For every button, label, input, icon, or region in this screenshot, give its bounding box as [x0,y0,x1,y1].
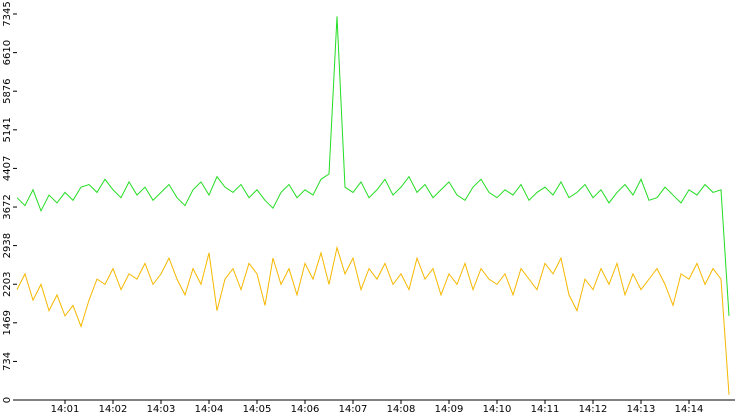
x-tick-label: 14:13 [627,404,656,415]
y-tick-label: 734 [2,352,13,371]
y-tick-label: 4407 [2,156,13,181]
y-tick-label: 7345 [2,1,13,26]
x-tick-label: 14:14 [675,404,704,415]
y-tick-label: 5876 [2,78,13,103]
x-tick-label: 14:02 [99,404,128,415]
x-tick-label: 14:04 [195,404,224,415]
x-tick-label: 14:05 [243,404,272,415]
y-tick-label: 5141 [2,117,13,142]
y-tick-label: 2938 [2,233,13,258]
x-tick-label: 14:03 [147,404,176,415]
x-tick-label: 14:06 [291,404,320,415]
y-tick-label: 2203 [2,271,13,296]
x-tick-label: 14:08 [387,404,416,415]
y-tick-label: 1469 [2,310,13,335]
x-tick-label: 14:11 [531,404,560,415]
y-tick-label: 3672 [2,194,13,219]
x-tick-label: 14:09 [435,404,464,415]
x-tick-label: 14:12 [579,404,608,415]
x-tick-label: 14:01 [51,404,80,415]
x-tick-label: 14:10 [483,404,512,415]
x-tick-label: 14:07 [339,404,368,415]
line-series [16,16,730,316]
y-tick-label: 6610 [2,40,13,65]
line-series [16,245,730,395]
y-tick-label: 0 [2,397,13,403]
